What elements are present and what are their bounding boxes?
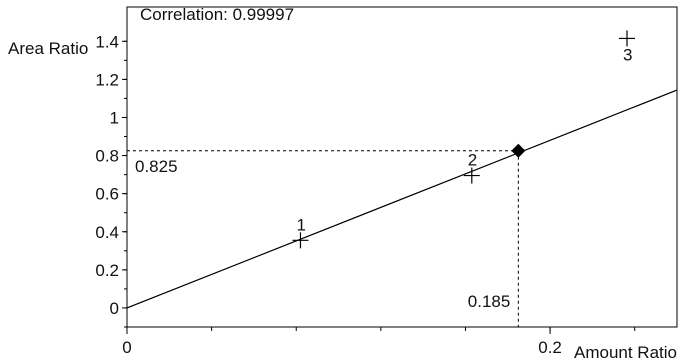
y-tick-label: 1.2: [95, 70, 119, 89]
plot-frame: [126, 6, 678, 328]
y-tick-label: 0: [110, 299, 119, 318]
y-tick-label: 0.4: [95, 223, 119, 242]
x-tick-label: 0: [122, 338, 131, 357]
x-tick-label: 0.2: [538, 338, 562, 357]
point-label: 1: [296, 215, 305, 234]
x-axis-label: Amount Ratio: [574, 343, 677, 362]
point-label: 2: [468, 151, 477, 170]
y-tick-label: 0.8: [95, 147, 119, 166]
y-tick-label: 0.6: [95, 185, 119, 204]
y-axis-label: Area Ratio: [8, 39, 88, 58]
y-tick-label: 1.4: [95, 32, 119, 51]
chart-title: Correlation: 0.99997: [140, 5, 294, 24]
y-tick-label: 0.2: [95, 261, 119, 280]
point-label: 3: [623, 45, 632, 64]
y-tick-label: 1: [110, 108, 119, 127]
fit-line: [126, 89, 678, 309]
unknown-sample-marker: [511, 143, 526, 158]
unknown-x-value: 0.185: [468, 292, 511, 311]
unknown-y-value: 0.825: [135, 157, 178, 176]
